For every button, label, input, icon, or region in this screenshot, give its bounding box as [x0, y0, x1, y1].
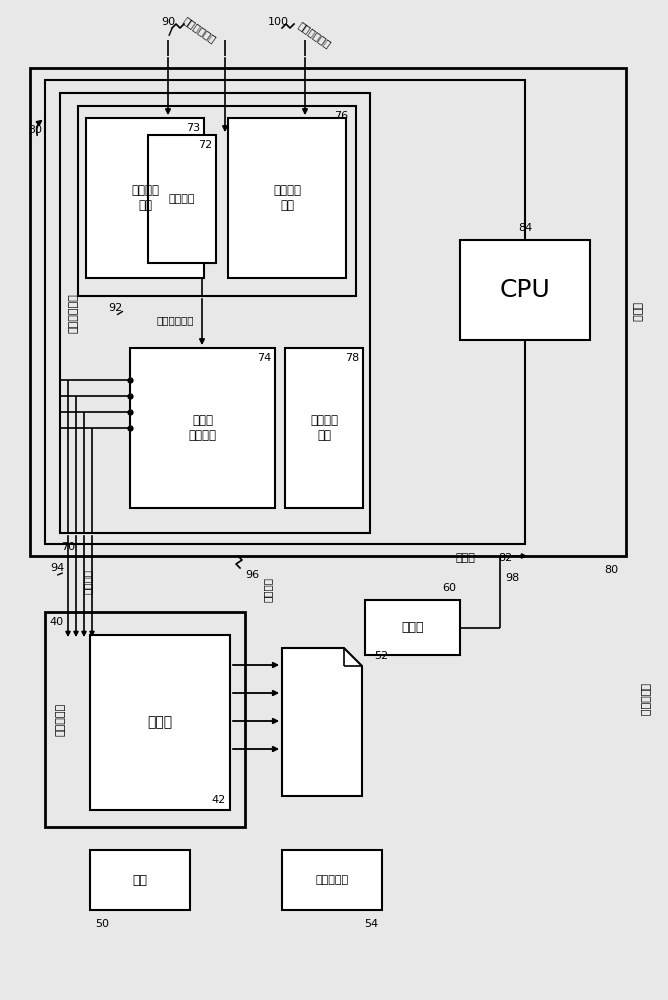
Text: 76: 76	[334, 111, 348, 121]
Bar	[285, 348, 363, 508]
Text: 84: 84	[518, 223, 532, 233]
Bar	[90, 850, 190, 910]
Text: 72: 72	[198, 140, 212, 150]
Text: 78: 78	[345, 353, 359, 363]
Text: 42: 42	[212, 795, 226, 805]
Text: 输出图像数据: 输出图像数据	[156, 315, 194, 325]
Text: 输入图像数据: 输入图像数据	[182, 15, 218, 45]
Text: 74: 74	[257, 353, 271, 363]
Text: 98: 98	[505, 573, 519, 583]
Bar	[45, 612, 245, 827]
Text: 密度计: 密度计	[401, 621, 424, 634]
Text: 92: 92	[108, 303, 122, 313]
PathPatch shape	[282, 648, 362, 796]
Bar	[86, 118, 204, 278]
Text: 介质: 介质	[132, 874, 148, 886]
Text: 墨水微滴: 墨水微滴	[263, 578, 273, 602]
Text: 54: 54	[364, 919, 378, 929]
Text: 50: 50	[95, 919, 109, 929]
Text: 82: 82	[498, 553, 512, 563]
Text: 介质传感器: 介质传感器	[315, 875, 349, 885]
Text: 墨射打印机: 墨射打印机	[56, 703, 66, 736]
Text: 半色调
处理模块: 半色调 处理模块	[188, 414, 216, 442]
Bar	[365, 600, 460, 655]
Text: 60: 60	[442, 583, 456, 593]
Bar	[45, 80, 525, 544]
Text: 打印数据: 打印数据	[83, 570, 93, 594]
Text: 图像数据文件: 图像数据文件	[297, 20, 333, 50]
Text: 73: 73	[186, 123, 200, 133]
Text: 80: 80	[604, 565, 618, 575]
Bar	[78, 106, 356, 296]
Text: 打印头: 打印头	[148, 716, 172, 730]
Bar	[282, 850, 382, 910]
Text: 40: 40	[50, 617, 64, 627]
Bar	[30, 68, 626, 556]
Bar	[148, 135, 216, 263]
Text: CPU: CPU	[500, 278, 550, 302]
Bar	[130, 348, 275, 508]
Text: 修正模块: 修正模块	[169, 194, 195, 204]
Text: 100: 100	[267, 17, 289, 27]
Text: 墨水分布
模块: 墨水分布 模块	[273, 184, 301, 212]
Bar	[90, 635, 230, 810]
Text: 52: 52	[374, 651, 388, 661]
Text: 图像处理模块: 图像处理模块	[69, 293, 79, 333]
Text: 图像转换
模块: 图像转换 模块	[131, 184, 159, 212]
Text: 测试印刷
模块: 测试印刷 模块	[310, 414, 338, 442]
Text: 密度计数据: 密度计数据	[639, 683, 649, 717]
Text: 存储器: 存储器	[455, 553, 475, 563]
Text: 90: 90	[161, 17, 175, 27]
Bar	[228, 118, 346, 278]
Text: 94: 94	[50, 563, 64, 573]
Text: 70: 70	[61, 542, 75, 552]
Text: 96: 96	[245, 570, 259, 580]
Bar	[460, 240, 590, 340]
Text: 30: 30	[28, 125, 42, 135]
Text: 计算机: 计算机	[631, 302, 641, 322]
Bar	[60, 93, 370, 533]
